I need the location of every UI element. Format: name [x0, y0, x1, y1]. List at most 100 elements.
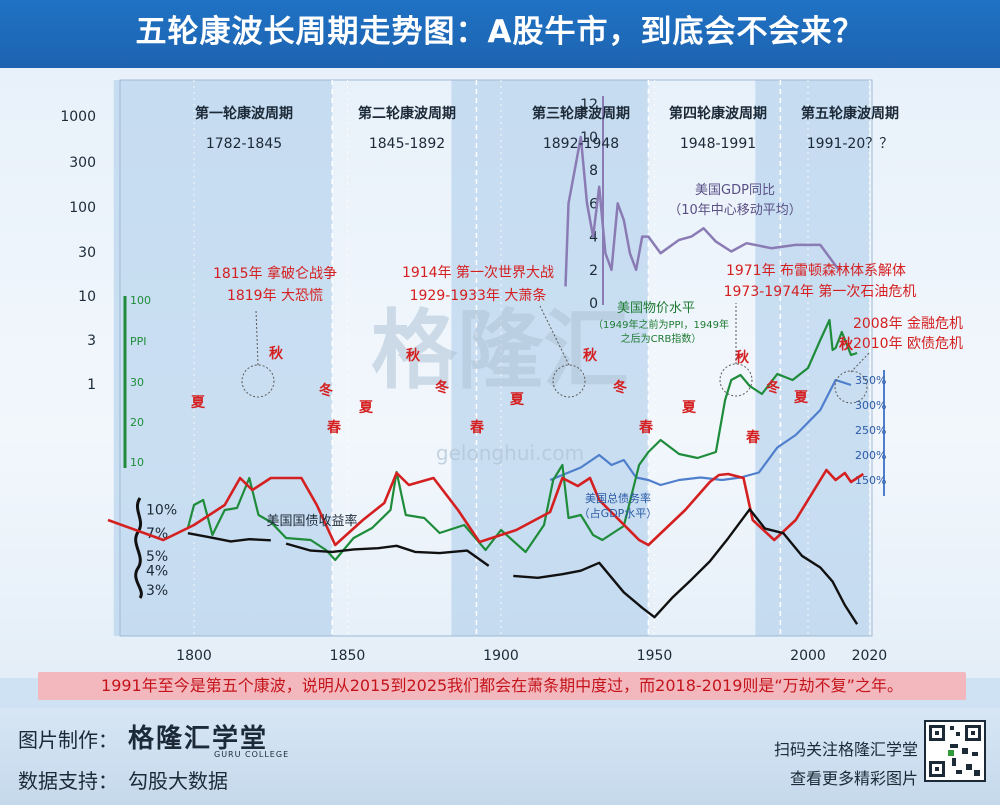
- gdp-label: 美国GDP同比: [695, 183, 775, 198]
- cycle-name: 第五轮康波周期: [801, 105, 899, 122]
- season-label: 春: [469, 419, 485, 436]
- peak-marker: [241, 364, 275, 398]
- left-tick-label: 100: [69, 200, 96, 216]
- gdp-tick-label: 2: [589, 263, 598, 279]
- gdp-tick-label: 0: [589, 296, 598, 312]
- season-label: 秋: [735, 349, 750, 366]
- watermark-subtext: gelonghui.com: [436, 441, 584, 465]
- data-support-label: 数据支持：: [18, 769, 118, 793]
- ppi-sublabel: 之后为CRB指数）: [621, 332, 702, 345]
- debt-sublabel: （占GDP水平）: [579, 506, 658, 520]
- cycle-line: [107, 468, 865, 547]
- season-label: 春: [745, 429, 761, 446]
- left-tick-label: 1: [87, 377, 96, 393]
- x-tick-label: 2020: [852, 648, 888, 664]
- debt-tick-label: 200%: [855, 449, 886, 462]
- bond-line: [513, 508, 859, 625]
- bond-line: [285, 542, 490, 567]
- cycle-bands: [113, 79, 873, 637]
- season-label: 夏: [682, 399, 697, 416]
- season-label: 夏: [794, 389, 809, 406]
- bond-label: 美国国债收益率: [266, 513, 357, 529]
- debt-tick-label: 350%: [855, 374, 886, 387]
- cycle-years: 1782-1845: [206, 136, 282, 152]
- gdp-tick-label: 10: [580, 130, 598, 146]
- season-label: 冬: [766, 379, 780, 396]
- bond-line: [187, 532, 271, 543]
- gdp-tick-label: 6: [589, 196, 598, 212]
- watermark: 格隆汇 gelonghui.com: [371, 301, 629, 465]
- season-label: 夏: [510, 391, 525, 408]
- bond-axis-line: [134, 497, 143, 599]
- debt-label: 美国总债务率: [585, 491, 651, 505]
- cycle-name: 第一轮康波周期: [195, 105, 293, 122]
- ppi-tick-label: 100: [130, 294, 151, 307]
- x-tick-label: 1800: [176, 648, 212, 664]
- gdp-tick-label: 8: [589, 163, 598, 179]
- labels: 第一轮康波周期 1782-1845 第二轮康波周期 1845-1892 第三轮康波周期 1…: [191, 105, 963, 529]
- ppi-tick-label: 20: [130, 416, 144, 429]
- x-tick-label: 1850: [330, 648, 366, 664]
- peak-marker: [834, 370, 868, 404]
- made-by-label: 图片制作：: [18, 728, 118, 752]
- cycle-years: 1845-1892: [369, 136, 445, 152]
- season-label: 冬: [435, 379, 449, 396]
- cycle-name: 第二轮康波周期: [358, 105, 456, 122]
- debt-tick-label: 250%: [855, 424, 886, 437]
- season-label: 冬: [613, 379, 627, 396]
- left-tick-label: 1000: [60, 109, 96, 125]
- gdp-tick-label: 12: [580, 97, 598, 113]
- debt-line: [549, 378, 852, 487]
- event-label: 1929-1933年 大萧条: [410, 287, 547, 304]
- gdp-line: [564, 135, 840, 287]
- bond-tick-label: 3%: [146, 583, 168, 599]
- x-tick-label: 1950: [637, 648, 673, 664]
- event-label: 2010年 欧债危机: [853, 336, 963, 352]
- left-tick-label: 10: [78, 289, 96, 305]
- bond-tick-label: 7%: [146, 526, 168, 542]
- season-label: 秋: [406, 347, 421, 364]
- summary-banner: 1991年至今是第五个康波，说明从2015到2025我们都会在萧条期中度过，而2…: [38, 672, 966, 700]
- left-tick-label: 300: [69, 155, 96, 171]
- season-label: 夏: [359, 399, 374, 416]
- bond-tick-label: 4%: [146, 564, 168, 580]
- cycle-years: 1892-1948: [543, 136, 619, 152]
- footer: 图片制作： 格隆汇学堂 GURU COLLEGE 数据支持： 勾股大数据 扫码关…: [0, 708, 1000, 805]
- watermark-text: 格隆汇: [371, 301, 629, 401]
- peak-marker: [552, 364, 586, 398]
- title-bar: 五轮康波长周期走势图：A股牛市，到底会不会来？: [0, 0, 1000, 68]
- ppi-label: 美国物价水平: [617, 301, 695, 316]
- cycle-boundaries: [193, 80, 870, 636]
- cycle-name: 第四轮康波周期: [669, 105, 767, 122]
- season-label: 春: [326, 419, 342, 436]
- kondratiev-chart: 1800 1850 1900 1950 2000 20201000300100301031…: [60, 79, 963, 664]
- cycle-years: 1948-1991: [680, 136, 756, 152]
- gdp-sublabel: （10年中心移动平均）: [668, 203, 802, 218]
- scan-prompt: 扫码关注格隆汇学堂: [773, 740, 918, 759]
- event-label: 1819年 大恐慌: [227, 288, 323, 304]
- season-label: 秋: [269, 345, 284, 362]
- season-label: 冬: [319, 382, 333, 399]
- ppi-tick-label: 30: [130, 376, 144, 389]
- cycle-name: 第三轮康波周期: [532, 105, 630, 122]
- bond-tick-label: 10%: [146, 502, 177, 518]
- price-line: [186, 318, 858, 562]
- season-label: 秋: [583, 347, 598, 364]
- peak-marker: [719, 363, 753, 397]
- ppi-axis-label: PPI: [130, 335, 147, 348]
- event-label: 1914年 第一次世界大战: [402, 264, 554, 281]
- peak-leader: [255, 309, 259, 366]
- event-label: 2008年 金融危机: [853, 316, 963, 332]
- cycle-years: 1991-20？？: [807, 136, 894, 152]
- brand-subtitle: GURU COLLEGE: [214, 750, 290, 759]
- debt-tick-label: 300%: [855, 399, 886, 412]
- qr-code-icon[interactable]: [924, 720, 986, 782]
- debt-tick-label: 150%: [855, 474, 886, 487]
- brand-logo: 格隆汇学堂: [128, 724, 269, 754]
- chart-frame: 1800 1850 1900 1950 2000 2020 1000 300 100 30 10 3 1…: [0, 68, 1000, 678]
- cycle-band: [451, 80, 649, 636]
- season-label: 春: [638, 419, 654, 436]
- cycle-band: [113, 80, 333, 636]
- series: [107, 135, 865, 625]
- left-tick-label: 30: [78, 245, 96, 261]
